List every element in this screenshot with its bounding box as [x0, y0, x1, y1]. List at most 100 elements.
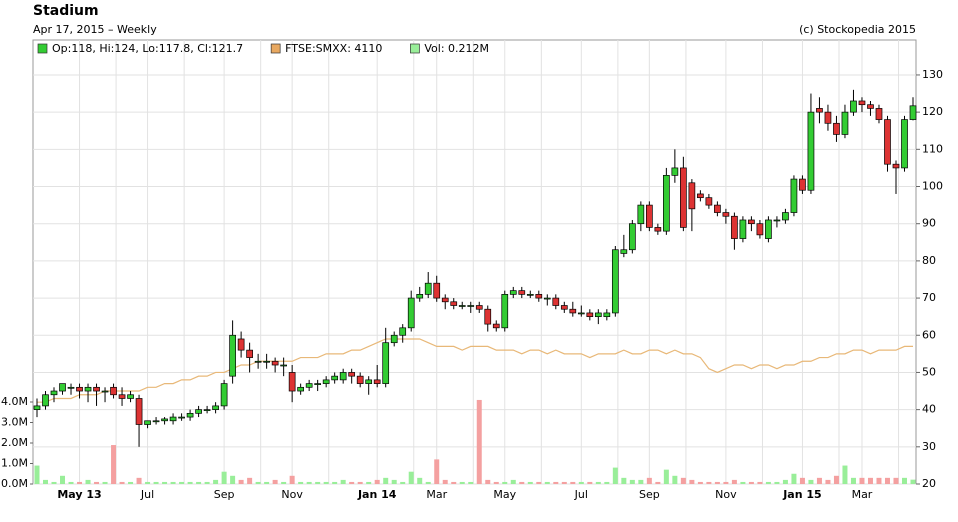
volume-bar: [289, 475, 295, 484]
volume-bar: [442, 479, 448, 484]
candle-body: [203, 409, 211, 411]
volume-bar: [748, 481, 754, 484]
volume-bar: [434, 459, 440, 484]
candle-body: [654, 227, 662, 232]
volume-bar: [808, 479, 814, 484]
y-tick-label: 100: [922, 180, 943, 193]
volume-bar: [697, 481, 703, 484]
candle-body: [42, 394, 49, 407]
candle-body: [603, 312, 611, 318]
volume-bar: [901, 477, 907, 484]
candle-body: [382, 342, 390, 384]
candle-body: [365, 379, 373, 384]
x-tick-label: May: [493, 488, 516, 501]
volume-bar: [850, 477, 856, 484]
candle-body: [322, 379, 330, 384]
candle-body: [680, 167, 687, 228]
candle-body: [892, 163, 900, 169]
volume-bar: [468, 481, 474, 484]
legend-label: Op:118, Hi:124, Lo:117.8, Cl:121.7: [52, 42, 243, 55]
volume-bar: [553, 481, 559, 484]
candle-body: [782, 212, 789, 221]
candle-body: [867, 104, 874, 109]
volume-bar: [213, 479, 219, 484]
volume-bar: [111, 445, 117, 484]
volume-bar: [587, 481, 593, 484]
volume-bar: [842, 465, 848, 484]
volume-bar: [323, 481, 329, 484]
volume-bar: [85, 479, 91, 484]
candle-body: [67, 386, 75, 389]
volume-bar: [204, 481, 210, 484]
candle-body: [127, 394, 134, 399]
volume-bar: [621, 477, 627, 484]
candle-body: [705, 197, 713, 206]
candle-body: [714, 204, 721, 213]
volume-bar: [170, 481, 176, 484]
volume-bar: [238, 479, 244, 484]
volume-bar: [544, 481, 550, 484]
volume-bar: [60, 475, 66, 484]
candle-body: [212, 405, 219, 410]
volume-bar: [306, 481, 312, 484]
y-tick-label: 50: [922, 365, 936, 378]
candle-body: [186, 412, 194, 418]
candle-body: [748, 219, 755, 225]
candle-body: [620, 249, 628, 254]
candle-body: [135, 398, 143, 425]
volume-bar: [187, 481, 193, 484]
candle-body: [586, 312, 594, 318]
candle-body: [535, 294, 543, 299]
candle-body: [263, 360, 270, 363]
y-tick-label: 30: [922, 440, 936, 453]
candle-body: [288, 372, 296, 392]
v-tick-label: 4.0M: [1, 395, 28, 408]
candle-body: [33, 405, 41, 410]
volume-bar: [119, 481, 125, 484]
y-tick-label: 60: [922, 328, 936, 341]
candle-body: [841, 111, 849, 135]
credit: (c) Stockopedia 2015: [799, 23, 916, 36]
candle-body: [305, 383, 313, 388]
volume-bar: [459, 481, 465, 484]
volume-bar: [510, 479, 516, 484]
candle-body: [492, 323, 500, 329]
candle-body: [884, 119, 891, 165]
volume-bar: [221, 471, 227, 484]
candle-body: [271, 360, 279, 366]
candle-body: [144, 420, 151, 425]
y-tick-label: 40: [922, 403, 936, 416]
y-tick-label: 110: [922, 142, 943, 155]
legend-label: Vol: 0.212M: [424, 42, 489, 55]
volume-bar: [281, 481, 287, 484]
volume-bar: [672, 475, 678, 484]
x-tick-label: Jan 14: [357, 488, 397, 501]
volume-bar: [791, 473, 797, 484]
x-tick-label: Nov: [281, 488, 303, 501]
volume-bar: [527, 481, 533, 484]
candle-body: [637, 204, 645, 225]
plot-frame: [32, 39, 917, 485]
volume-bar: [383, 477, 389, 484]
volume-bar: [43, 479, 49, 484]
candle-body: [178, 416, 185, 419]
candle-body: [169, 416, 177, 422]
volume-bar: [272, 479, 278, 484]
volume-bar: [179, 481, 185, 484]
candle-body: [807, 111, 815, 191]
volume-bar: [629, 479, 635, 484]
candle-body: [407, 297, 415, 329]
candle-body: [297, 386, 305, 392]
candle-body: [314, 383, 322, 385]
volume-bar: [663, 469, 669, 484]
volume-bar: [570, 481, 576, 484]
x-tick-label: Sep: [639, 488, 660, 501]
candle-body: [229, 334, 236, 377]
candle-body: [110, 386, 117, 396]
candle-body: [161, 418, 168, 422]
volume-bar: [298, 481, 304, 484]
volume-bar: [417, 477, 423, 484]
candle-body: [526, 294, 534, 296]
candle-body: [475, 305, 483, 310]
